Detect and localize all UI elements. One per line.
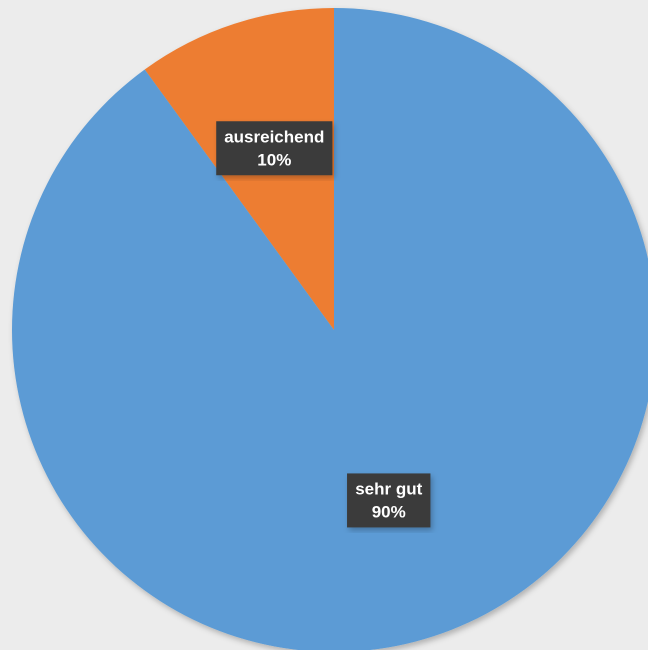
pie-data-labels: ausreichend 10% sehr gut 90%: [216, 121, 431, 528]
data-label-ausreichend: ausreichend 10%: [216, 121, 333, 176]
data-label-category: sehr gut: [355, 479, 422, 498]
data-label-percent: 90%: [372, 502, 406, 521]
data-label-box: [216, 121, 333, 176]
data-label-box: [347, 473, 431, 528]
data-label-sehr-gut: sehr gut 90%: [347, 473, 431, 528]
data-label-percent: 10%: [257, 150, 291, 169]
pie-slices: [12, 8, 648, 650]
pie-slice-sehr-gut: [12, 8, 648, 650]
data-label-category: ausreichend: [224, 127, 324, 146]
